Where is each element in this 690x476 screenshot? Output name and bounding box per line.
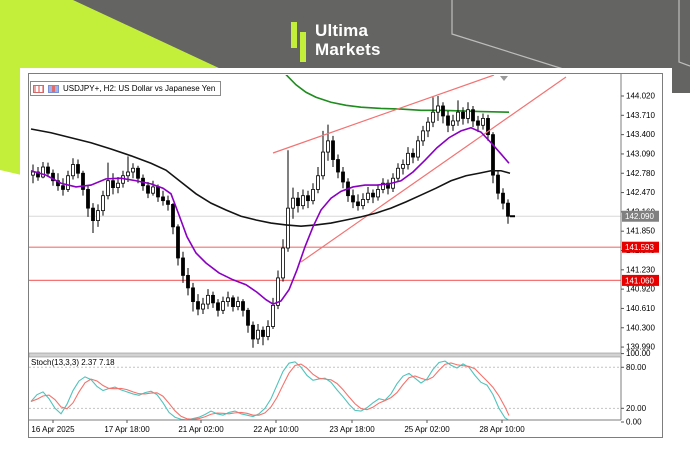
pane-splitter[interactable] — [29, 352, 622, 358]
stoch-axis-label: 80.00 — [626, 363, 647, 372]
trendline[interactable] — [300, 76, 567, 263]
ma-purple-line — [30, 126, 510, 305]
stoch-axis-label: 20.00 — [626, 404, 647, 413]
brand-line2: Markets — [315, 40, 381, 59]
stoch-d-line — [30, 362, 510, 420]
main-pane[interactable] — [29, 74, 621, 348]
stochastic-pane[interactable] — [29, 360, 621, 420]
brand-text: Ultima Markets — [315, 21, 381, 59]
time-axis-label: 17 Apr 18:00 — [104, 425, 150, 434]
price-axis-label: 140.300 — [626, 323, 655, 332]
stoch-axis-label: 0.00 — [626, 418, 642, 427]
candlestick-series — [31, 96, 510, 348]
brand-logo: Ultima Markets — [291, 21, 381, 63]
time-axis-label: 16 Apr 2025 — [31, 425, 75, 434]
price-axis-label: 143.090 — [626, 149, 655, 158]
time-axis-label: 22 Apr 10:00 — [253, 425, 299, 434]
price-axis-label: 142.470 — [626, 188, 655, 197]
svg-text:142.090: 142.090 — [625, 212, 654, 221]
price-axis-label: 140.610 — [626, 304, 655, 313]
price-axis-label: 144.020 — [626, 92, 655, 101]
price-axis-label: 139.990 — [626, 343, 655, 352]
indicator-icon[interactable] — [48, 84, 59, 93]
stoch-axis-label: 100.00 — [626, 349, 651, 358]
price-axis-label: 141.230 — [626, 265, 655, 274]
symbol-info-box: USDJPY+, H2: US Dollar vs Japanese Yen — [30, 81, 222, 96]
price-axis-label: 143.400 — [626, 130, 655, 139]
price-axis-label: 141.850 — [626, 227, 655, 236]
ma-green-line — [285, 75, 510, 113]
price-axis-label: 143.710 — [626, 111, 655, 120]
price-tag — [622, 274, 659, 286]
brand-bars-icon — [291, 21, 306, 63]
chart-window[interactable]: 144.020 143.710 143.400 143.090 142.780 142.4… — [28, 73, 663, 438]
chart-type-icon[interactable] — [33, 84, 44, 93]
svg-text:141.060: 141.060 — [625, 276, 654, 285]
price-chart-canvas[interactable]: 144.020 143.710 143.400 143.090 142.780 142.4… — [29, 74, 662, 437]
svg-text:141.593: 141.593 — [625, 243, 654, 252]
brand-line1: Ultima — [315, 21, 369, 40]
symbol-label: USDJPY+, H2: US Dollar vs Japanese Yen — [63, 84, 216, 93]
time-axis-label: 21 Apr 02:00 — [178, 425, 224, 434]
time-axis-label: 28 Apr 10:00 — [479, 425, 525, 434]
price-axis-label: 142.780 — [626, 169, 655, 178]
price-tag — [622, 241, 659, 253]
trendline[interactable] — [272, 75, 495, 154]
ma-black-line — [30, 128, 511, 228]
stochastic-label: Stoch(13,3,3) 2.37 7.18 — [31, 358, 115, 367]
price-tag — [622, 210, 659, 222]
stoch-k-line — [30, 360, 510, 420]
bar-shift-marker[interactable] — [500, 76, 508, 81]
price-axis-label: 140.920 — [626, 285, 655, 294]
time-axis-label: 23 Apr 18:00 — [329, 425, 375, 434]
time-axis-label: 25 Apr 02:00 — [404, 425, 450, 434]
